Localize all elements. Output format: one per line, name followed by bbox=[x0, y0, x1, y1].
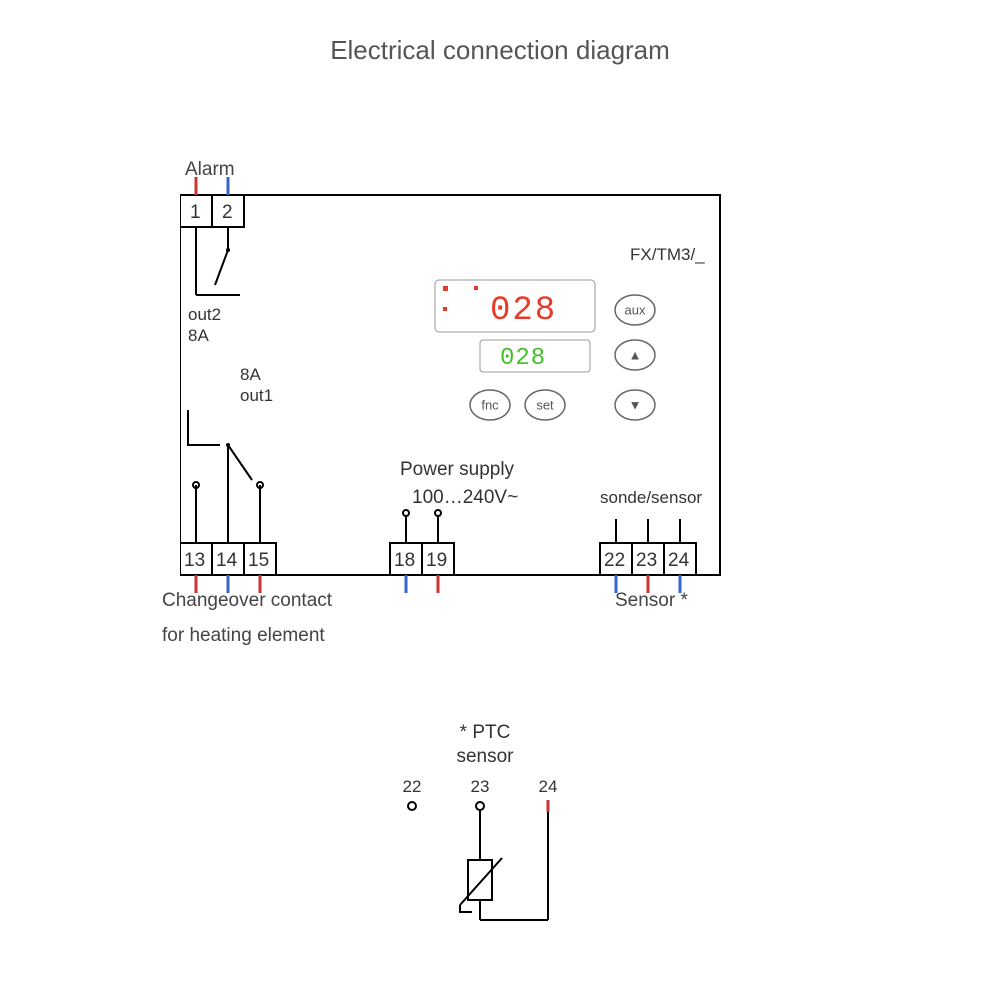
ptc-label-2: sensor bbox=[456, 746, 514, 767]
down-button[interactable]: ▼ bbox=[629, 397, 642, 412]
main-diagram: 1 2 out2 8A 8A out1 13 14 15 18 19 22 23… bbox=[180, 155, 740, 715]
ptc-term-23: 23 bbox=[471, 777, 490, 796]
terminal-23: 23 bbox=[636, 550, 657, 571]
terminal-13: 13 bbox=[184, 550, 205, 571]
terminal-2: 2 bbox=[222, 202, 233, 223]
ptc-label-1: * PTC bbox=[460, 722, 511, 743]
terminal-19: 19 bbox=[426, 550, 447, 571]
aux-button[interactable]: aux bbox=[625, 302, 646, 317]
terminal-24: 24 bbox=[668, 550, 690, 571]
terminal-1: 1 bbox=[190, 202, 201, 223]
set-button[interactable]: set bbox=[536, 397, 554, 412]
terminal-14: 14 bbox=[216, 550, 238, 571]
out2-amp: 8A bbox=[188, 326, 209, 345]
model-label: FX/TM3/_ bbox=[630, 245, 705, 264]
out1-amp: 8A bbox=[240, 365, 261, 384]
sonde-label: sonde/sensor bbox=[600, 488, 702, 507]
up-button[interactable]: ▲ bbox=[629, 347, 642, 362]
ptc-subdiagram: * PTC sensor 22 23 24 bbox=[380, 720, 640, 940]
ptc-term-24: 24 bbox=[539, 777, 558, 796]
display-top: 028 bbox=[490, 292, 557, 330]
out2-label: out2 bbox=[188, 305, 221, 324]
diagram-title: Electrical connection diagram bbox=[0, 35, 1000, 66]
power-supply-label: Power supply bbox=[400, 459, 515, 480]
out1-label: out1 bbox=[240, 386, 273, 405]
power-voltage-label: 100…240V~ bbox=[412, 487, 518, 508]
terminal-18: 18 bbox=[394, 550, 415, 571]
fnc-button[interactable]: fnc bbox=[481, 397, 499, 412]
display-bottom: 028 bbox=[500, 345, 546, 372]
terminal-15: 15 bbox=[248, 550, 269, 571]
terminal-22: 22 bbox=[604, 550, 625, 571]
ptc-term-22: 22 bbox=[403, 777, 422, 796]
